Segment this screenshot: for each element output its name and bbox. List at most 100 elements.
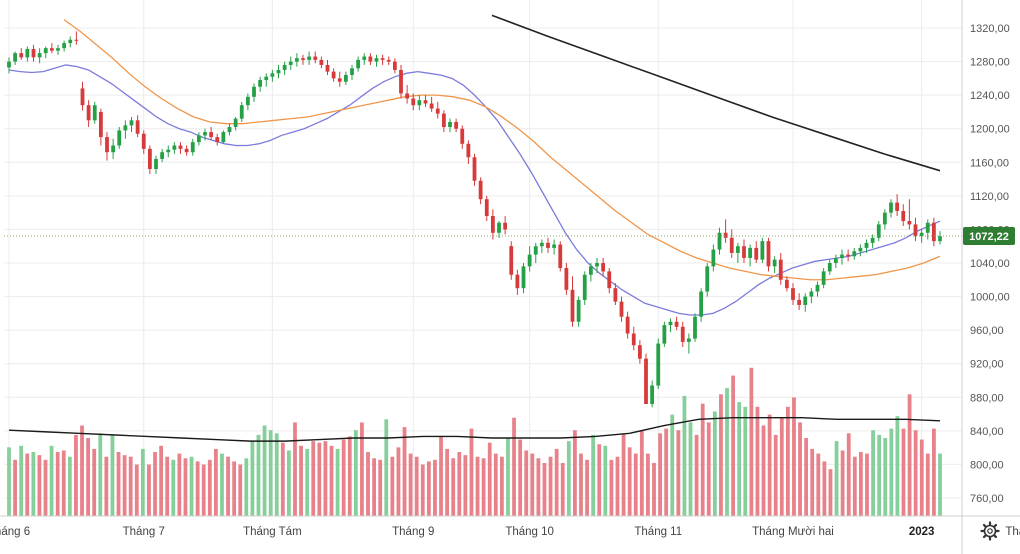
candle (809, 288, 814, 304)
volume-bar (773, 434, 778, 516)
volume-bar (901, 428, 906, 516)
volume-bar (159, 445, 164, 516)
candle (264, 73, 269, 87)
volume-bar (262, 425, 267, 516)
volume-bar (67, 456, 72, 516)
volume-bar (603, 445, 608, 516)
candle (595, 257, 599, 274)
price-axis[interactable]: 760,00 800,00 840,00 880,00 920,00 960,00 1000… (961, 0, 1010, 554)
volume-bar (457, 452, 462, 516)
volume-bar (907, 394, 912, 516)
moving-average-2 (63, 19, 941, 281)
candle-body (411, 98, 416, 106)
candle (405, 85, 410, 104)
candle (141, 130, 146, 154)
candle (123, 120, 128, 139)
candle-body (215, 137, 220, 143)
volume-bar (560, 462, 565, 516)
candle (607, 268, 612, 294)
candle-body (196, 135, 201, 143)
candle-body (680, 326, 685, 342)
candle-body (466, 143, 471, 158)
candle (840, 249, 844, 265)
candle (356, 56, 361, 72)
volume-bar (311, 441, 316, 516)
volume-bar (499, 456, 504, 516)
volume-bar (74, 434, 78, 516)
candle-body (417, 100, 422, 106)
candle-body (190, 142, 195, 153)
candle-body (925, 222, 930, 233)
volume-bar (98, 433, 103, 516)
candle-body (913, 224, 918, 237)
candle-body (448, 122, 452, 128)
volume-bar (591, 434, 596, 516)
volume-bar (938, 453, 942, 516)
candle (380, 54, 385, 65)
volume-bar (366, 452, 370, 516)
volume-bar (895, 416, 900, 516)
candle-body (552, 244, 557, 248)
candle (386, 56, 391, 65)
candle (938, 231, 942, 245)
volume-bar (919, 439, 924, 516)
candle (515, 269, 520, 295)
candle (166, 145, 171, 158)
volume-bar (609, 459, 614, 516)
candle-body (129, 120, 134, 126)
candle-body (472, 157, 477, 181)
candle (521, 263, 526, 294)
candles[interactable] (7, 31, 942, 408)
candle (601, 257, 606, 277)
candle-body (858, 247, 863, 252)
candle-body (25, 48, 30, 58)
candle (637, 340, 642, 364)
candle (62, 40, 67, 52)
time-tick-label: Tháng Mười hai (752, 526, 834, 538)
volume-bar (244, 458, 249, 516)
candle-body (429, 103, 434, 109)
candle (870, 234, 875, 248)
candle (913, 217, 918, 242)
candle-body (748, 247, 753, 258)
volume-bar (834, 441, 839, 516)
time-axis[interactable]: Tháng 6 Tháng 7 Tháng Tám Tháng 9 Tháng 10 Th… (0, 515, 1020, 538)
price-tick-label: 840,00 (970, 426, 1004, 438)
candle (717, 227, 722, 255)
candle (80, 81, 85, 111)
candle-body (772, 259, 777, 267)
candle-body (668, 321, 673, 326)
volume-bar (140, 448, 145, 516)
candle-body (674, 321, 679, 327)
time-tick-label: Tháng Hai (1005, 526, 1020, 538)
volume-bar (280, 442, 285, 516)
volume-bar (189, 456, 194, 516)
candle (221, 130, 226, 144)
candle (129, 116, 134, 133)
candle (846, 249, 851, 262)
candle (203, 128, 207, 141)
volume-bar (433, 459, 437, 516)
candle-body (766, 241, 771, 267)
candle (497, 221, 501, 238)
candle (864, 239, 869, 253)
candle (92, 101, 97, 124)
candle (417, 95, 422, 111)
candle-body (386, 59, 391, 62)
volume-bar (390, 456, 395, 516)
volume-bar (573, 430, 577, 516)
volume-bar (378, 459, 383, 516)
candle-body (221, 132, 226, 143)
volume-bar (414, 456, 419, 516)
candle-body (784, 279, 789, 289)
volume-bar (579, 453, 583, 516)
candle (448, 118, 452, 133)
candle-body (754, 247, 759, 260)
candle-body (31, 48, 36, 58)
volume-bar (548, 456, 553, 516)
moving-average-1 (8, 64, 941, 316)
candle-body (595, 263, 599, 267)
settings-button[interactable] (980, 521, 1000, 541)
volume-bar (341, 439, 346, 516)
